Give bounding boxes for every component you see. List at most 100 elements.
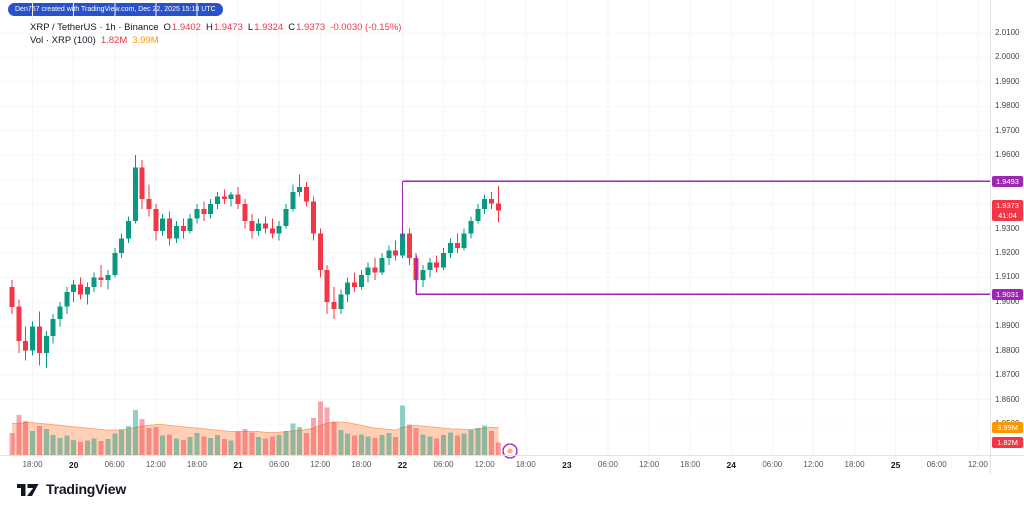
candle-body (379, 257, 385, 273)
ohlc-high: H 1.9473 (206, 22, 243, 33)
time-tick: 18:00 (186, 460, 207, 469)
candle-body (64, 292, 70, 307)
candle-body (249, 221, 255, 231)
volume-bar (180, 439, 186, 455)
time-tick: 18:00 (844, 460, 865, 469)
time-tick: 24 (726, 460, 736, 470)
candle-body (23, 340, 29, 351)
candle-body (132, 167, 138, 222)
candle-body (441, 252, 446, 268)
candle-body (153, 208, 159, 231)
chart-canvas[interactable] (0, 0, 990, 474)
candle-body (283, 208, 289, 226)
price-tick: 1.8900 (995, 321, 1020, 331)
candle-body (290, 191, 296, 209)
volume-bar (84, 440, 90, 455)
volume-bar (468, 430, 474, 455)
volume-bar (160, 435, 166, 455)
tradingview-logo-text: TradingView (46, 481, 127, 497)
volume-bar (16, 415, 22, 455)
volume-bar (112, 433, 118, 455)
volume-bar (269, 436, 275, 455)
volume-bar (119, 430, 125, 455)
symbol-title[interactable]: XRP / TetherUS · 1h · Binance (30, 22, 159, 33)
volume-bar (345, 433, 351, 455)
price-line-badge: 1.9493 (992, 175, 1023, 187)
candle-body (71, 284, 77, 292)
price-axis[interactable]: 2.0100 2.0000 1.9900 1.9800 1.9700 1.9600 1.93… (991, 0, 1024, 455)
bar-countdown: 41:04 (998, 210, 1017, 220)
ohlc-close-value: 1.9373 (296, 22, 326, 33)
volume-bar (310, 417, 316, 455)
volume-bar (475, 428, 481, 455)
volume-bar (256, 437, 262, 455)
time-tick: 18:00 (680, 460, 701, 469)
volume-bar (98, 441, 104, 455)
candle-body (434, 262, 440, 268)
candle-body (16, 306, 22, 341)
volume-bar (50, 435, 56, 455)
volume-bar (358, 434, 364, 455)
candle-body (324, 270, 330, 302)
candle-body (393, 250, 399, 256)
candle-body (228, 194, 234, 200)
candle-body (338, 294, 344, 310)
candle-body (105, 274, 111, 280)
candle-body (125, 221, 131, 239)
volume-bar (283, 430, 289, 455)
volume-bar (434, 438, 440, 455)
volume-bar (495, 442, 501, 455)
time-axis[interactable]: 18:00 20 06:00 12:00 18:00 21 06:00 12:00 18:00 2… (0, 456, 990, 474)
ohlc-low-key: L (247, 22, 254, 33)
candle-body (98, 277, 104, 280)
volume-value: 1.82M (100, 35, 128, 46)
candle-body (50, 318, 56, 336)
time-tick: 18:00 (22, 460, 43, 469)
candle-body (78, 284, 83, 295)
last-price-badge: 1.9373 41:04 (992, 200, 1023, 222)
candle-body (146, 199, 152, 209)
volume-bar (139, 419, 145, 455)
volume-bar (420, 434, 426, 455)
volume-bar (173, 438, 179, 455)
candle-body (84, 287, 90, 295)
volume-bar (304, 433, 310, 455)
candle-body (495, 203, 501, 211)
time-tick: 12:00 (803, 460, 824, 469)
volume-bar (201, 436, 207, 455)
candle-body (256, 223, 262, 231)
volume-ma-area (12, 421, 499, 455)
candle-body (372, 267, 378, 273)
volume-ma-line (12, 421, 499, 433)
tradingview-logo-icon (17, 484, 39, 496)
time-tick: 12:00 (639, 460, 660, 469)
candle-body (167, 218, 172, 239)
ohlc-close-key: C (288, 22, 296, 33)
time-tick: 06:00 (597, 460, 618, 469)
volume-bar (23, 421, 29, 455)
candle-body (345, 282, 351, 295)
time-tick: 12:00 (474, 460, 495, 469)
volume-bar (427, 436, 433, 455)
volume-bar (132, 410, 138, 455)
time-tick: 06:00 (104, 460, 125, 469)
candle-body (304, 187, 310, 202)
time-tick: 12:00 (310, 460, 331, 469)
candle-body (235, 194, 241, 205)
volume-bar (221, 439, 227, 455)
volume-bar (64, 435, 70, 455)
time-tick: 12:00 (967, 460, 988, 469)
ohlc-open-value: 1.9402 (171, 22, 201, 33)
price-tick: 1.9300 (995, 223, 1020, 233)
ohlc-change: -0.0030 (-0.15%) (330, 22, 402, 33)
candle-body (91, 277, 97, 288)
tradingview-logo[interactable]: TradingView (16, 480, 126, 498)
volume-ma-value: 3.99M (132, 35, 159, 46)
volume-value-badge: 1.82M (992, 436, 1023, 448)
time-tick: 06:00 (433, 460, 454, 469)
volume-indicator-title[interactable]: Vol · XRP (100) (30, 35, 96, 46)
volume-bar (125, 426, 131, 455)
candle-body (317, 233, 323, 271)
volume-bar (276, 435, 282, 455)
